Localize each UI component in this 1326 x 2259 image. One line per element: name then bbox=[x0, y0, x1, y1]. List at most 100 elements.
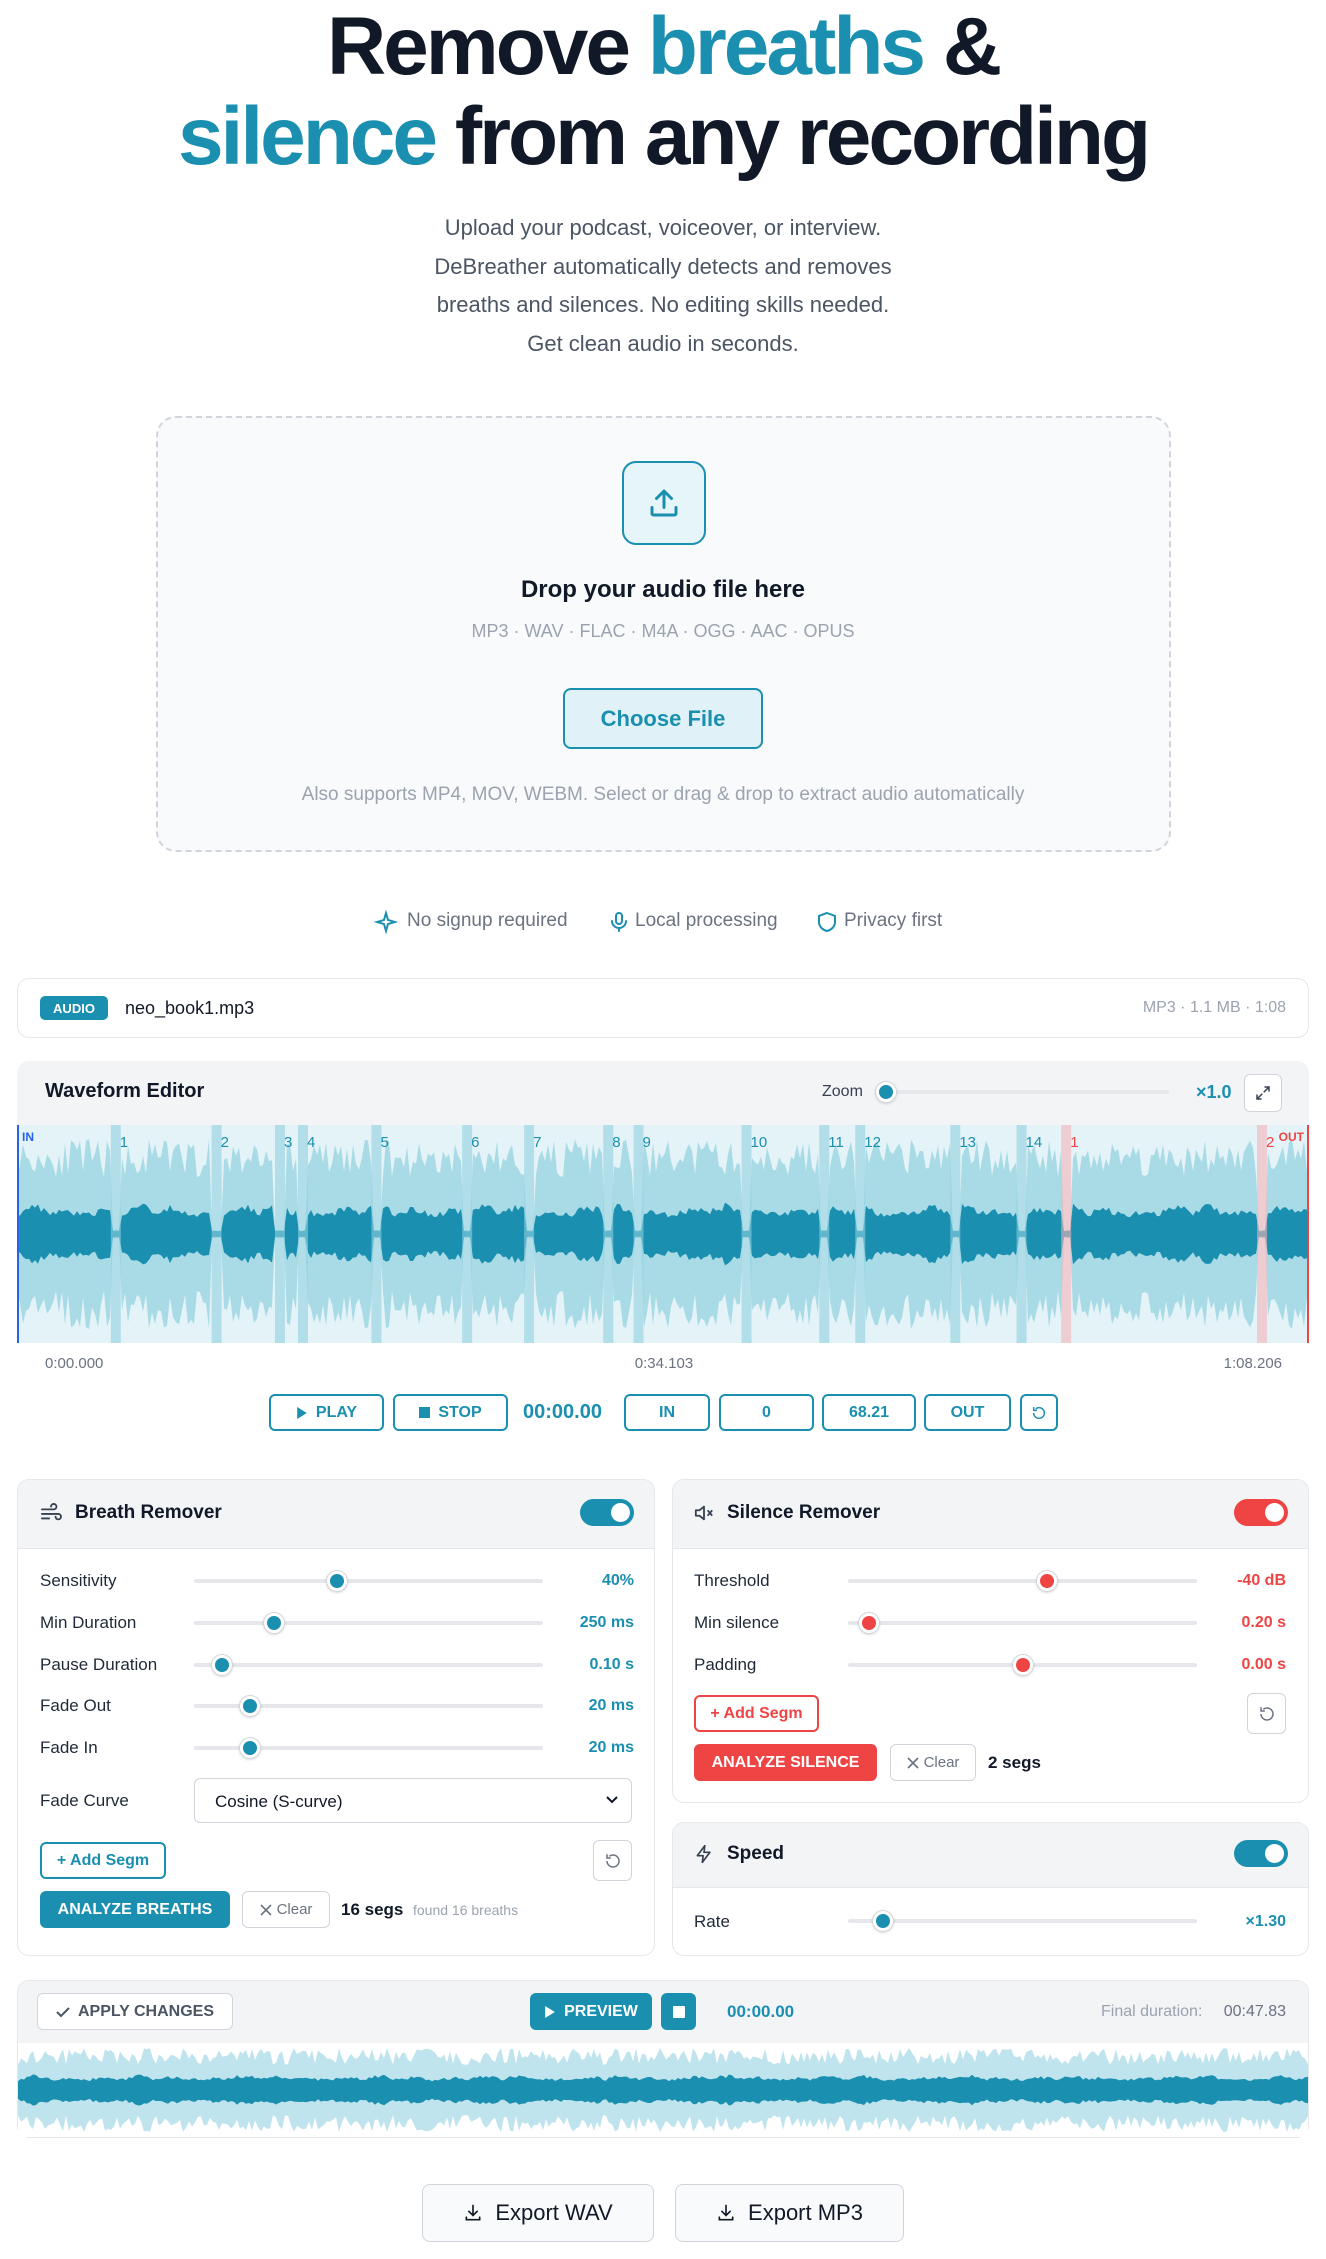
segment-band bbox=[371, 1125, 382, 1343]
stop-button[interactable]: STOP bbox=[393, 1394, 508, 1431]
analyze-breaths-button[interactable]: ANALYZE BREATHS bbox=[40, 1891, 230, 1928]
segment-count: 2 segs bbox=[988, 1753, 1041, 1772]
select-value: Cosine (S-curve) bbox=[215, 1792, 343, 1811]
upload-formats: MP3 · WAV · FLAC · M4A · OGG · AAC · OPU… bbox=[471, 621, 855, 641]
file-badge: AUDIO bbox=[40, 996, 108, 1020]
preview-time: 00:00.00 bbox=[727, 2002, 795, 2021]
found-note: found 16 breaths bbox=[413, 1902, 519, 1918]
slider-thumb[interactable] bbox=[876, 1082, 896, 1102]
upload-note: Also supports MP4, MOV, WEBM. Select or … bbox=[301, 784, 1025, 805]
file-name: neo_book1.mp3 bbox=[125, 998, 255, 1018]
button-label: Clear bbox=[923, 1754, 960, 1771]
slider-thumb[interactable] bbox=[1036, 1571, 1057, 1591]
preview-waveform bbox=[18, 2043, 1308, 2137]
add-segment-button[interactable]: + Add Segm bbox=[694, 1695, 819, 1732]
segment-band bbox=[211, 1125, 222, 1343]
segment-label: 12 bbox=[864, 1134, 881, 1151]
slider-thumb[interactable] bbox=[1012, 1655, 1033, 1675]
clear-button[interactable]: Clear bbox=[890, 1744, 976, 1781]
slider-thumb[interactable] bbox=[239, 1738, 260, 1758]
in-marker: IN bbox=[22, 1130, 34, 1144]
segment-label: 14 bbox=[1026, 1134, 1043, 1151]
subtitle-line: Get clean audio in seconds. bbox=[527, 330, 799, 356]
out-value[interactable]: 68.21 bbox=[822, 1394, 916, 1431]
time-label: 0:34.103 bbox=[634, 1355, 694, 1372]
slider-thumb[interactable] bbox=[211, 1655, 232, 1675]
button-label: APPLY CHANGES bbox=[77, 2002, 215, 2020]
slider-thumb[interactable] bbox=[858, 1613, 879, 1633]
slider-label: Fade Out bbox=[40, 1696, 111, 1715]
segment-band bbox=[524, 1125, 535, 1343]
in-value[interactable]: 0 bbox=[719, 1394, 814, 1431]
panel-title: Silence Remover bbox=[727, 1502, 881, 1523]
export-wav-button[interactable]: Export WAV bbox=[422, 2184, 654, 2242]
segment-band bbox=[110, 1125, 121, 1343]
fullscreen-button[interactable] bbox=[1244, 1074, 1282, 1112]
slider-value: 40% bbox=[601, 1572, 634, 1589]
add-segment-button[interactable]: + Add Segm bbox=[40, 1842, 166, 1879]
set-out-button[interactable]: OUT bbox=[924, 1394, 1011, 1431]
slider-track bbox=[848, 1919, 1197, 1923]
button-label: Export WAV bbox=[495, 2200, 613, 2225]
slider-thumb[interactable] bbox=[327, 1571, 348, 1591]
button-label: PREVIEW bbox=[564, 2002, 638, 2020]
slider-thumb[interactable] bbox=[264, 1613, 285, 1633]
slider-value: -40 dB bbox=[1237, 1572, 1286, 1589]
title-word: Remove bbox=[326, 1, 631, 92]
slider-label: Fade In bbox=[40, 1738, 98, 1757]
waveform-core bbox=[17, 1202, 1307, 1266]
feature: Privacy first bbox=[844, 910, 943, 931]
button-label: Clear bbox=[276, 1901, 313, 1918]
speed-toggle[interactable] bbox=[1234, 1840, 1288, 1867]
analyze-silence-button[interactable]: ANALYZE SILENCE bbox=[694, 1744, 877, 1781]
waveform[interactable]: 1 2 3 4 5 6 7 8 9 10 11 12 13 14 1 2IN OUT bbox=[17, 1125, 1309, 1343]
set-in-button[interactable]: IN bbox=[624, 1394, 710, 1431]
breath-toggle[interactable] bbox=[580, 1499, 634, 1526]
segment-label: 13 bbox=[959, 1134, 976, 1151]
preview-button[interactable]: PREVIEW bbox=[530, 1993, 652, 2030]
slider-label: Min Duration bbox=[40, 1613, 137, 1632]
title-word: & bbox=[942, 1, 1002, 92]
segment-band bbox=[274, 1125, 285, 1343]
segment-label: 8 bbox=[612, 1134, 620, 1151]
segment-band bbox=[819, 1125, 830, 1343]
segment-label: 5 bbox=[380, 1134, 388, 1151]
segment-label: 9 bbox=[643, 1134, 651, 1151]
title-word: breaths bbox=[647, 1, 926, 92]
segment-band bbox=[298, 1125, 308, 1343]
slider-label: Sensitivity bbox=[40, 1571, 117, 1590]
apply-changes-button[interactable]: APPLY CHANGES bbox=[37, 1993, 233, 2030]
slider-value: 250 ms bbox=[579, 1614, 634, 1631]
slider-track bbox=[194, 1704, 543, 1708]
reset-button[interactable] bbox=[593, 1840, 632, 1881]
segment-band bbox=[633, 1125, 644, 1343]
fade-curve-label: Fade Curve bbox=[40, 1791, 129, 1810]
subtitle-line: DeBreather automatically detects and rem… bbox=[434, 253, 892, 279]
reset-button[interactable] bbox=[1020, 1394, 1058, 1431]
segment-label: 1 bbox=[120, 1134, 128, 1151]
slider-label: Threshold bbox=[694, 1571, 770, 1590]
choose-file-button[interactable]: Choose File bbox=[563, 688, 763, 749]
button-label: PLAY bbox=[315, 1403, 358, 1421]
waveform-core bbox=[18, 2074, 1308, 2106]
export-mp3-button[interactable]: Export MP3 bbox=[675, 2184, 904, 2242]
clear-button[interactable]: Clear bbox=[242, 1891, 330, 1928]
segment-label: 10 bbox=[751, 1134, 768, 1151]
out-marker: OUT bbox=[1279, 1130, 1305, 1144]
feature-icon bbox=[374, 910, 398, 934]
slider-track bbox=[194, 1579, 543, 1583]
fade-curve-select[interactable]: Cosine (S-curve) bbox=[194, 1778, 632, 1823]
reset-button[interactable] bbox=[1247, 1693, 1286, 1734]
mute-icon bbox=[694, 1505, 713, 1521]
time-label: 0:00.000 bbox=[45, 1355, 104, 1372]
preview-stop-button[interactable] bbox=[661, 1993, 696, 2030]
segment-band bbox=[603, 1125, 614, 1343]
slider-thumb[interactable] bbox=[872, 1911, 893, 1931]
silence-toggle[interactable] bbox=[1234, 1499, 1288, 1526]
segment-label: 11 bbox=[828, 1134, 844, 1151]
play-button[interactable]: PLAY bbox=[269, 1394, 384, 1431]
file-bar bbox=[17, 978, 1309, 1038]
slider-thumb[interactable] bbox=[239, 1696, 260, 1716]
panel-title: Speed bbox=[727, 1843, 785, 1864]
